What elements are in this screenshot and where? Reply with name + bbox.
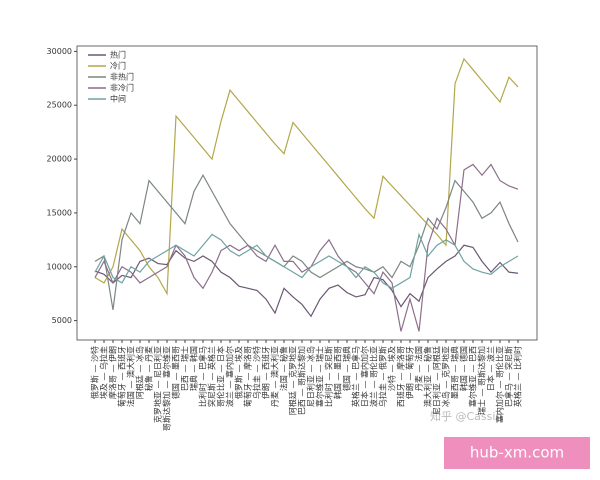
badge-box: [444, 437, 590, 469]
legend-label: 非热门: [110, 72, 134, 82]
x-tick-label: 摩洛哥 — 伊朗: [108, 346, 118, 399]
plot-frame: [76, 45, 538, 341]
x-tick-label: 突尼斯 — 英格兰: [207, 346, 217, 407]
x-tick-label: 冰岛 — 克罗地亚: [441, 346, 451, 407]
x-tick-label: 塞内加尔 — 哥伦比亚: [495, 346, 505, 423]
line: [94, 173, 519, 310]
y-tick-label: 5000: [52, 316, 72, 325]
y-tick-label: 15000: [47, 208, 72, 217]
x-tick-label: 葡萄牙 — 西班牙: [117, 346, 127, 407]
x-tick-label: 澳大利亚 — 秘鲁: [423, 346, 433, 407]
legend-label: 冷门: [110, 61, 126, 71]
x-tick-label: 比利时 — 巴拿马: [198, 346, 208, 407]
x-tick-label: 阿根廷 — 冰岛: [135, 346, 145, 399]
x-tick-label: 西班牙 — 摩洛哥: [396, 346, 406, 407]
x-tick-label: 哥伦比亚 — 日本: [216, 346, 226, 407]
x-tick-label: 法国 — 秘鲁: [279, 346, 289, 391]
x-tick-label: 伊朗 — 西班牙: [261, 346, 271, 399]
x-tick-label: 德国 — 墨西哥: [171, 346, 181, 399]
x-tick-label: 英格兰 — 巴拿马: [351, 346, 361, 407]
legend-label: 中间: [110, 94, 126, 104]
x-tick-label: 比利时 — 突尼斯: [324, 346, 334, 407]
x-tick-label: 丹麦 — 法国: [414, 346, 424, 391]
x-tick-label: 秘鲁 — 丹麦: [144, 346, 154, 391]
line: [94, 163, 519, 332]
x-tick-label: 法国 — 澳大利亚: [126, 346, 136, 407]
x-tick-label: 德国 — 瑞典: [342, 346, 352, 391]
x-tick-label: 塞尔维亚 — 巴西: [468, 346, 478, 407]
x-tick-label: 伊朗 — 葡萄牙: [405, 346, 415, 399]
x-tick-label: 尼日利亚 — 阿根廷: [432, 346, 442, 415]
x-tick-label: 沙特 — 埃及: [387, 346, 397, 391]
x-tick-label: 韩国 — 德国: [459, 346, 469, 391]
x-tick-label: 俄罗斯 — 埃及: [234, 346, 244, 399]
x-tick-label: 墨西哥 — 瑞典: [450, 346, 460, 399]
x-tick-label: 波兰 — 塞内加尔: [225, 346, 235, 407]
x-tick-label: 日本 — 塞内加尔: [360, 346, 370, 407]
x-tick-label: 巴拿马 — 突尼斯: [504, 346, 514, 407]
y-tick-label: 20000: [47, 155, 72, 164]
x-tick-label: 波兰 — 哥伦比亚: [369, 346, 379, 407]
line: [94, 232, 519, 290]
x-tick-label: 塞尔维亚 — 瑞士: [315, 346, 325, 407]
x-tick-label: 乌拉圭 — 沙特: [252, 346, 262, 399]
x-tick-label: 日本 — 波兰: [486, 346, 496, 391]
line: [94, 57, 519, 296]
x-tick-label: 尼日利亚 — 冰岛: [306, 346, 316, 407]
x-tick-label: 葡萄牙 — 摩洛哥: [243, 346, 253, 407]
y-tick-label: 25000: [47, 101, 72, 110]
y-tick-label: 10000: [47, 262, 72, 271]
x-tick-label: 巴西 — 哥斯达黎加: [297, 346, 307, 415]
x-tick-label: 哥斯达黎加 — 塞尔维亚: [162, 346, 172, 431]
legend-label: 非冷门: [110, 83, 134, 93]
x-tick-label: 克罗地亚 — 尼日利亚: [153, 346, 163, 423]
x-tick-label: 乌拉圭 — 俄罗斯: [378, 346, 388, 407]
y-tick-label: 30000: [47, 47, 72, 56]
legend-label: 热门: [110, 50, 126, 60]
x-tick-label: 巴西 — 瑞士: [180, 346, 190, 391]
x-tick-label: 英格兰 — 比利时: [513, 346, 523, 407]
x-tick-label: 阿根廷 — 克罗地亚: [288, 346, 298, 415]
watermark: 知乎 @Cassin: [430, 409, 502, 423]
line: [94, 244, 519, 318]
x-tick-label: 韩国 — 墨西哥: [333, 346, 343, 399]
badge: hub-xm.com: [470, 444, 564, 462]
x-tick-label: 瑞典 — 韩国: [189, 346, 199, 391]
x-tick-label: 丹麦 — 澳大利亚: [270, 346, 280, 407]
x-tick-label: 瑞士 — 哥斯达黎加: [477, 346, 487, 415]
x-tick-label: 俄罗斯 — 沙特: [90, 346, 100, 399]
x-tick-label: 埃及 — 乌拉圭: [99, 346, 109, 399]
